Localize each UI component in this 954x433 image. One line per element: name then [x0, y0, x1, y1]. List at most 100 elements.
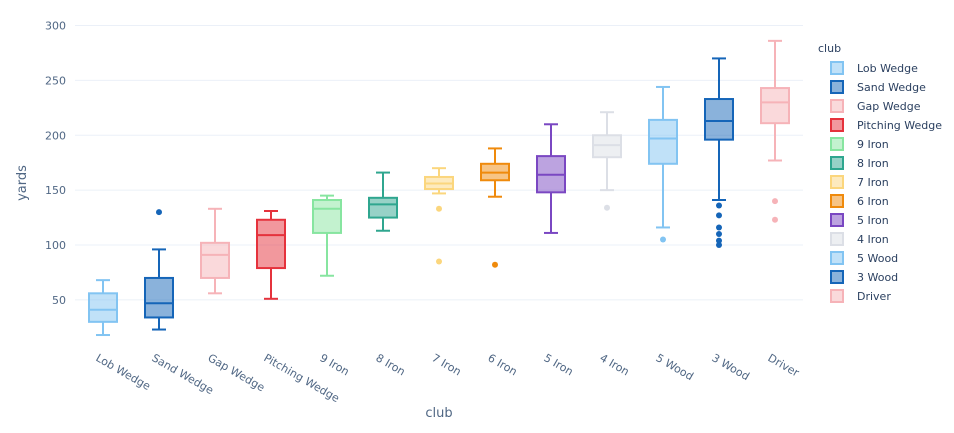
- x-tick-label: Lob Wedge: [94, 351, 153, 393]
- x-tick-label: 3 Wood: [710, 351, 752, 383]
- box-gap-wedge: [200, 207, 230, 295]
- legend-swatch: [830, 156, 844, 170]
- y-tick-label: 200: [45, 129, 66, 142]
- y-tick-label: 50: [52, 294, 66, 307]
- legend-swatch: [830, 137, 844, 151]
- box-3-wood: [704, 57, 734, 249]
- legend-item[interactable]: 9 Iron: [830, 137, 889, 151]
- box-6-iron: [480, 147, 510, 268]
- legend-swatch: [830, 80, 844, 94]
- box-iqr: [88, 292, 118, 323]
- x-tick-label: Sand Wedge: [150, 351, 216, 397]
- legend-label: Sand Wedge: [857, 81, 926, 94]
- box-pitching-wedge: [256, 209, 286, 300]
- legend-label: Pitching Wedge: [857, 119, 942, 132]
- box-iqr: [200, 241, 230, 279]
- legend-swatch: [830, 118, 844, 132]
- x-tick-label: 5 Wood: [654, 351, 696, 383]
- box-4-iron: [592, 111, 622, 211]
- x-tick-label: Gap Wedge: [206, 351, 268, 394]
- box-driver: [760, 39, 790, 223]
- x-axis-title: club: [425, 406, 452, 421]
- legend-swatch: [830, 251, 844, 265]
- legend-label: 9 Iron: [857, 138, 889, 151]
- legend-label: 8 Iron: [857, 157, 889, 170]
- box-7-iron: [424, 167, 454, 265]
- box-8-iron: [368, 171, 398, 232]
- outlier-point: [716, 202, 722, 209]
- legend-title: club: [818, 42, 841, 55]
- legend-swatch: [830, 194, 844, 208]
- x-tick-label: 6 Iron: [486, 351, 520, 378]
- legend-swatch: [830, 232, 844, 246]
- y-tick-label: 100: [45, 239, 66, 252]
- box-iqr: [592, 134, 622, 159]
- legend-item[interactable]: Sand Wedge: [830, 80, 926, 94]
- outlier-point: [604, 204, 610, 211]
- legend-swatch: [830, 99, 844, 113]
- legend-label: Gap Wedge: [857, 100, 921, 113]
- y-axis-title: yards: [15, 165, 30, 201]
- outlier-point: [716, 224, 722, 231]
- outlier-point: [660, 236, 666, 243]
- outlier-point: [772, 216, 778, 223]
- x-tick-label: 5 Iron: [542, 351, 576, 378]
- box-iqr: [760, 87, 790, 125]
- legend-item[interactable]: Lob Wedge: [830, 61, 918, 75]
- legend-label: 3 Wood: [857, 271, 898, 284]
- y-axis-ticks: 50 100 150 200 250 300: [45, 19, 66, 306]
- legend-item[interactable]: Driver: [830, 289, 891, 303]
- legend-item[interactable]: 5 Iron: [830, 213, 889, 227]
- outlier-point: [492, 261, 498, 268]
- legend-item[interactable]: 3 Wood: [830, 270, 898, 284]
- outlier-point: [436, 205, 442, 212]
- legend-label: 6 Iron: [857, 195, 889, 208]
- legend-label: 4 Iron: [857, 233, 889, 246]
- outlier-point: [716, 212, 722, 219]
- legend-item[interactable]: Pitching Wedge: [830, 118, 942, 132]
- legend-label: Lob Wedge: [857, 62, 918, 75]
- outlier-point: [156, 209, 162, 216]
- legend-item[interactable]: 7 Iron: [830, 175, 889, 189]
- x-tick-label: Driver: [766, 351, 802, 379]
- outlier-point: [436, 258, 442, 265]
- box-sand-wedge: [144, 209, 174, 331]
- box-iqr: [312, 199, 342, 234]
- box-lob-wedge: [88, 279, 118, 337]
- legend[interactable]: club Lob Wedge Sand Wedge Gap Wedge Pitchin…: [818, 42, 942, 303]
- x-tick-label: 9 Iron: [318, 351, 352, 378]
- legend-item[interactable]: 8 Iron: [830, 156, 889, 170]
- plot-area: [88, 39, 790, 337]
- legend-swatch: [830, 213, 844, 227]
- y-tick-label: 250: [45, 74, 66, 87]
- legend-item[interactable]: 6 Iron: [830, 194, 889, 208]
- legend-swatch: [830, 289, 844, 303]
- outlier-point: [716, 242, 722, 249]
- outlier-point: [716, 237, 722, 244]
- y-tick-label: 150: [45, 184, 66, 197]
- legend-item[interactable]: Gap Wedge: [830, 99, 921, 113]
- box-iqr: [144, 276, 174, 319]
- y-tick-label: 300: [45, 19, 66, 32]
- box-9-iron: [312, 194, 342, 277]
- box-iqr: [704, 98, 734, 141]
- outlier-point: [716, 231, 722, 238]
- legend-swatch: [830, 270, 844, 284]
- box-iqr: [648, 118, 678, 165]
- legend-item[interactable]: 5 Wood: [830, 251, 898, 265]
- legend-item[interactable]: 4 Iron: [830, 232, 889, 246]
- x-tick-label: 8 Iron: [374, 351, 408, 378]
- box-iqr: [256, 218, 286, 270]
- legend-label: Driver: [857, 290, 891, 303]
- legend-label: 5 Iron: [857, 214, 889, 227]
- legend-swatch: [830, 61, 844, 75]
- x-tick-label: 4 Iron: [598, 351, 632, 378]
- legend-label: 7 Iron: [857, 176, 889, 189]
- box-5-iron: [536, 123, 566, 234]
- x-tick-label: 7 Iron: [430, 351, 464, 378]
- legend-swatch: [830, 175, 844, 189]
- outlier-point: [772, 198, 778, 205]
- box-5-wood: [648, 85, 678, 243]
